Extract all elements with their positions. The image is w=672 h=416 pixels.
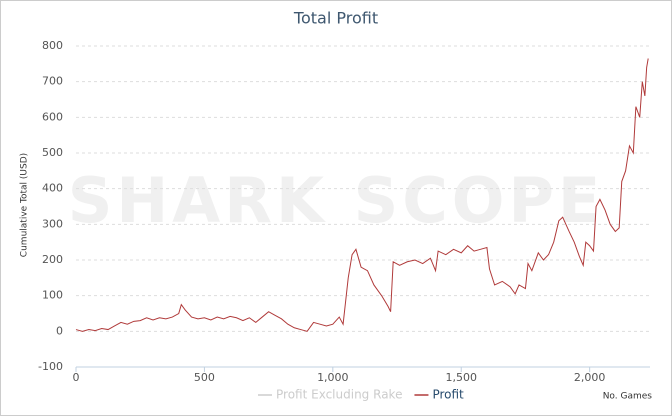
profit-line [75, 58, 649, 332]
x-tick-label: 1,000 [317, 371, 349, 384]
x-tick-label: 1,500 [445, 371, 477, 384]
x-tick-label: 2,000 [574, 371, 606, 384]
y-tick-label: 200 [42, 253, 63, 266]
x-axis-label: No. Games [603, 392, 653, 402]
watermark: SHARK SCOPE [68, 164, 605, 237]
y-tick-label: -100 [38, 360, 63, 373]
y-tick-label: 800 [42, 39, 63, 52]
x-tick-label: 0 [73, 371, 80, 384]
y-tick-label: 700 [42, 75, 63, 88]
legend-label: Profit Excluding Rake [276, 388, 402, 402]
y-tick-label: 300 [42, 217, 63, 230]
y-tick-label: 0 [56, 324, 63, 337]
y-tick-label: 600 [42, 110, 63, 123]
chart-title: Total Profit [293, 9, 378, 28]
legend-label: Profit [432, 388, 464, 402]
y-tick-label: 100 [42, 289, 63, 302]
x-tick-label: 500 [194, 371, 215, 384]
y-tick-label: 400 [42, 182, 63, 195]
y-axis-label: Cumulative Total (USD) [20, 153, 30, 257]
y-tick-label: 500 [42, 146, 63, 159]
